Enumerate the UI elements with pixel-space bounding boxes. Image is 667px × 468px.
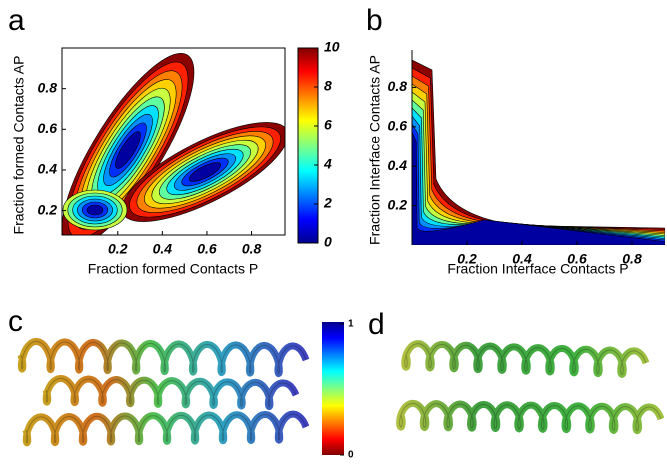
- y-axis-label: Fraction Interface Contacts AP: [367, 55, 383, 245]
- contour-a: [62, 53, 285, 235]
- contour-b: [412, 59, 665, 245]
- x-axis-label: Fraction formed Contacts P: [88, 261, 258, 277]
- y-tick-label: 0.6: [388, 118, 408, 134]
- helix-edge: [25, 413, 307, 444]
- panel-label: c: [8, 305, 23, 338]
- colorbar-tick-label: 6: [324, 117, 332, 133]
- colorbar-tick-label: 0: [324, 234, 332, 250]
- helix-edge: [20, 340, 307, 375]
- y-tick-label: 0.4: [388, 157, 408, 173]
- y-tick-label: 0.8: [388, 78, 408, 94]
- colorbar-tick-label: 1: [348, 319, 354, 330]
- x-axis-label: Fraction Interface Contacts P: [447, 261, 628, 277]
- helix: [396, 399, 665, 435]
- y-tick-label: 0.4: [38, 161, 58, 177]
- y-tick-label: 0.6: [38, 120, 58, 136]
- helix: [17, 337, 310, 378]
- helix-edge: [45, 377, 297, 408]
- helix-edge: [404, 343, 647, 376]
- colorbar-tick-label: 10: [324, 39, 340, 55]
- colorbar-tick-label: 0: [348, 450, 354, 461]
- x-tick-label: 0.8: [242, 241, 262, 257]
- contour-level: [412, 99, 665, 245]
- helix: [22, 410, 310, 447]
- x-tick-label: 0.6: [567, 251, 587, 267]
- protein-ribbon: [17, 337, 310, 447]
- contour-level: [412, 131, 665, 245]
- colorbar: [322, 322, 344, 455]
- colorbar-tick-label: 8: [324, 78, 332, 94]
- contour-level: [412, 107, 665, 245]
- colorbar: [297, 47, 319, 244]
- colorbar-tick-label: 4: [323, 156, 332, 172]
- x-tick-label: 0.8: [622, 251, 642, 267]
- x-tick-label: 0.4: [153, 241, 173, 257]
- contour-level: [115, 131, 141, 169]
- x-tick-label: 0.2: [108, 241, 128, 257]
- y-axis-label: Fraction formed Contacts AP: [11, 56, 27, 235]
- contour-level: [86, 204, 104, 216]
- axes-box: [61, 47, 286, 236]
- x-tick-label: 0.4: [512, 251, 532, 267]
- protein-ribbon: [396, 340, 665, 435]
- contour-level: [188, 162, 222, 182]
- helix: [42, 374, 300, 411]
- colorbar-tick-label: 2: [323, 195, 332, 211]
- panel-label: b: [366, 4, 383, 37]
- panel-label: a: [8, 4, 25, 37]
- y-tick-label: 0.2: [38, 201, 58, 217]
- x-tick-label: 0.6: [197, 241, 217, 257]
- helix: [401, 340, 650, 378]
- y-tick-label: 0.2: [388, 196, 408, 212]
- x-tick-label: 0.2: [457, 251, 477, 267]
- panel-label: d: [368, 308, 385, 341]
- y-tick-label: 0.8: [38, 79, 58, 95]
- helix-edge: [399, 402, 662, 432]
